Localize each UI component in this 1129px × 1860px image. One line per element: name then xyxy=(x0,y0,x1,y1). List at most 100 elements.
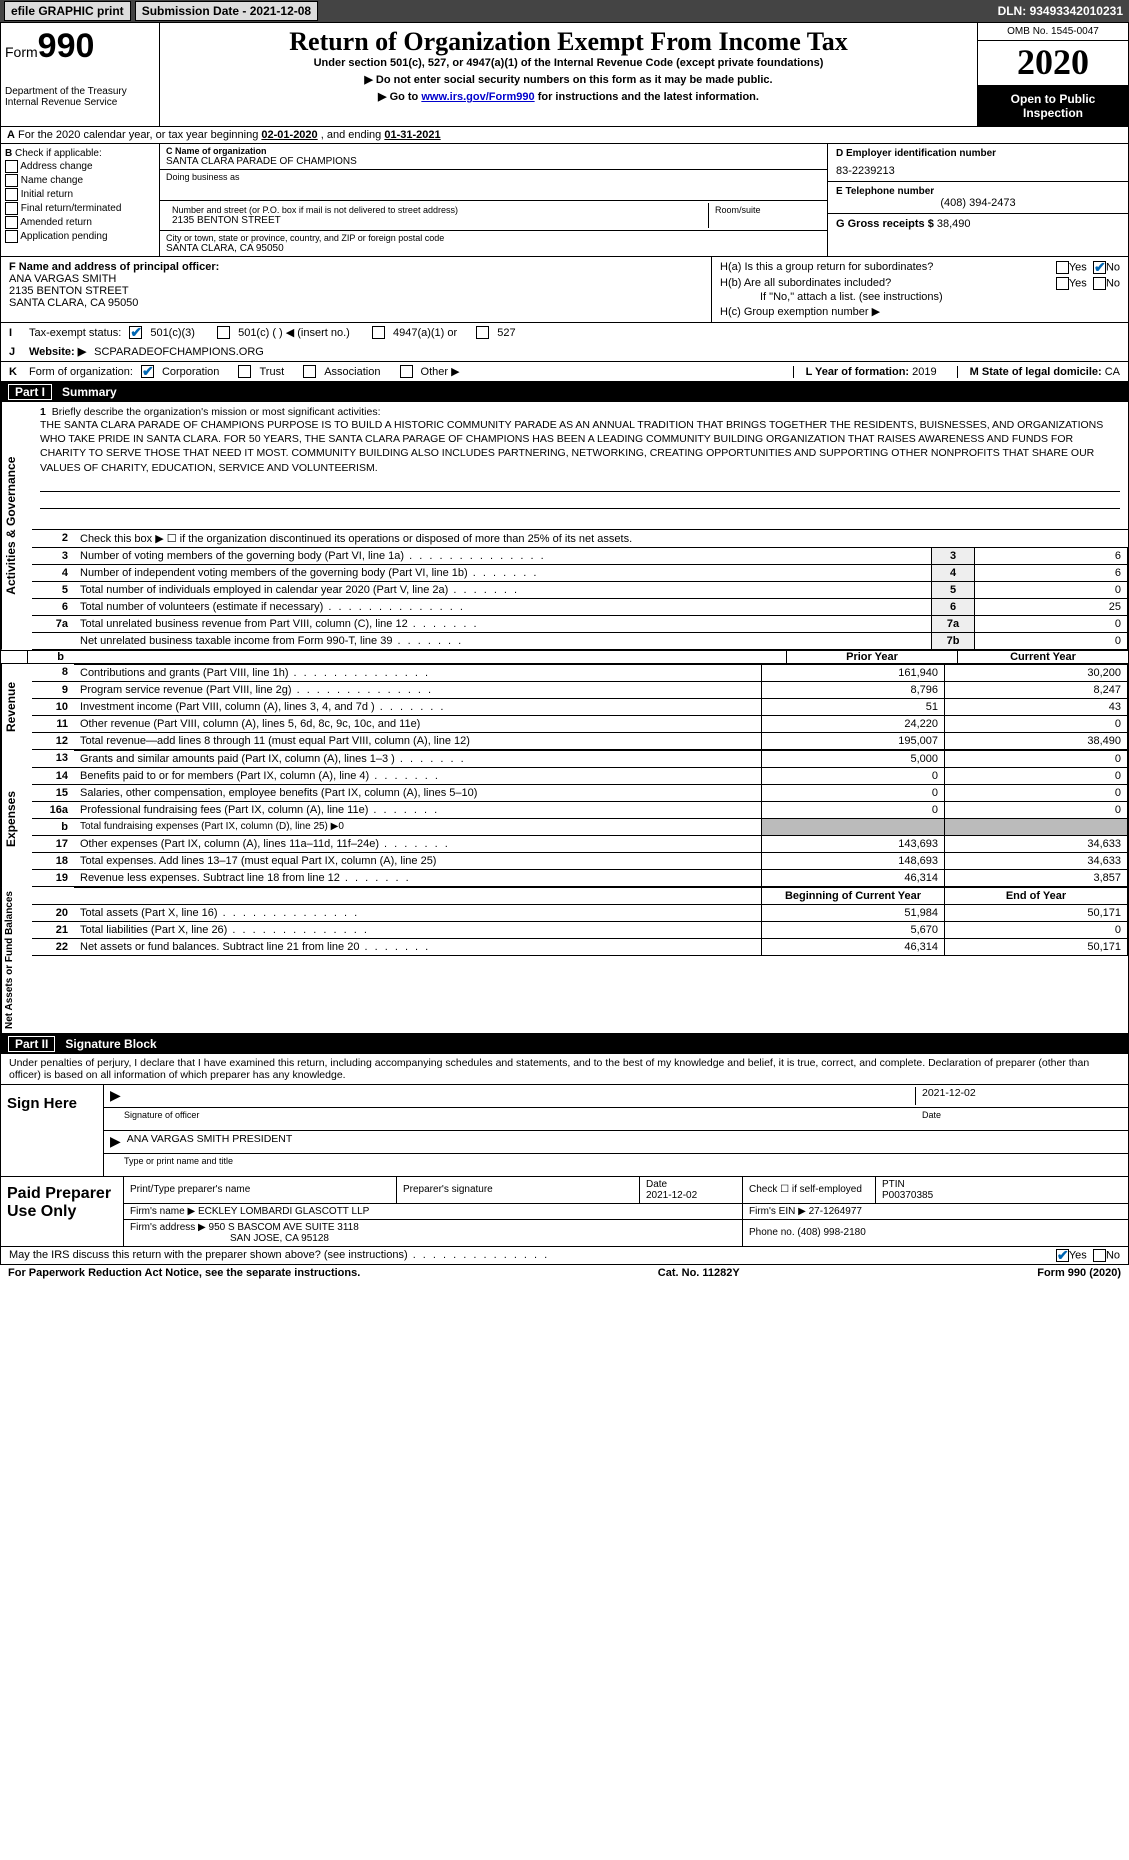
chk-527[interactable] xyxy=(476,326,489,339)
ha-no[interactable] xyxy=(1093,261,1106,274)
chk-4947[interactable] xyxy=(372,326,385,339)
form-header: Form990 Department of the Treasury Inter… xyxy=(0,22,1129,127)
chk-address-change[interactable]: Address change xyxy=(5,160,155,173)
table-row: 9Program service revenue (Part VIII, lin… xyxy=(32,681,1128,698)
form-page: Form 990 (2020) xyxy=(1037,1267,1121,1279)
mission-text: THE SANTA CLARA PARADE OF CHAMPIONS PURP… xyxy=(40,418,1120,475)
expenses-table: 13Grants and similar amounts paid (Part … xyxy=(32,750,1128,887)
part1-header: Part I Summary xyxy=(0,382,1129,402)
omb-number: OMB No. 1545-0047 xyxy=(978,23,1128,41)
treasury-label: Department of the Treasury Internal Reve… xyxy=(5,86,155,108)
table-row: 21Total liabilities (Part X, line 26)5,6… xyxy=(32,921,1128,938)
section-bcd: B Check if applicable: Address change Na… xyxy=(0,144,1129,257)
ein-value: 83-2239213 xyxy=(836,165,1120,177)
preparer-label: Paid Preparer Use Only xyxy=(1,1177,124,1246)
form-number: 990 xyxy=(38,27,95,65)
irs-link[interactable]: www.irs.gov/Form990 xyxy=(421,91,534,103)
org-name: SANTA CLARA PARADE OF CHAMPIONS xyxy=(166,156,821,167)
revenue-table: 8Contributions and grants (Part VIII, li… xyxy=(32,664,1128,750)
year-formation: 2019 xyxy=(912,366,936,378)
vlabel-net: Net Assets or Fund Balances xyxy=(1,887,32,1033)
table-row: 5Total number of individuals employed in… xyxy=(32,581,1128,598)
phone-value: (408) 394-2473 xyxy=(836,197,1120,209)
section-expenses: Expenses 13Grants and similar amounts pa… xyxy=(0,750,1129,887)
table-row: 7aTotal unrelated business revenue from … xyxy=(32,615,1128,632)
discuss-line: May the IRS discuss this return with the… xyxy=(0,1247,1129,1265)
chk-final-return[interactable]: Final return/terminated xyxy=(5,202,155,215)
top-bar: efile GRAPHIC print Submission Date - 20… xyxy=(0,0,1129,22)
table-row: 18Total expenses. Add lines 13–17 (must … xyxy=(32,852,1128,869)
perjury-text: Under penalties of perjury, I declare th… xyxy=(1,1054,1128,1085)
table-row: 17Other expenses (Part IX, column (A), l… xyxy=(32,835,1128,852)
chk-initial-return[interactable]: Initial return xyxy=(5,188,155,201)
prep-date: 2021-12-02 xyxy=(646,1190,697,1201)
col-b-checkboxes: B Check if applicable: Address change Na… xyxy=(1,144,160,256)
ssn-warning: ▶ Do not enter social security numbers o… xyxy=(164,73,973,86)
gross-receipts: 38,490 xyxy=(937,218,971,230)
submission-date-box: Submission Date - 2021-12-08 xyxy=(135,1,318,21)
table-row: 16aProfessional fundraising fees (Part I… xyxy=(32,801,1128,818)
table-row: 11Other revenue (Part VIII, column (A), … xyxy=(32,715,1128,732)
row-j-website: J Website: ▶ SCPARADEOFCHAMPIONS.ORG xyxy=(0,342,1129,362)
state-domicile: CA xyxy=(1105,366,1120,378)
form-year-block: OMB No. 1545-0047 2020 Open to Public In… xyxy=(977,23,1128,126)
firm-phone: (408) 998-2180 xyxy=(797,1227,865,1238)
sig-date: 2021-12-02 xyxy=(915,1087,1122,1105)
section-activities: Activities & Governance 1 Briefly descri… xyxy=(0,402,1129,651)
tax-year: 2020 xyxy=(978,41,1128,86)
section-net-assets: Net Assets or Fund Balances Beginning of… xyxy=(0,887,1129,1034)
chk-amended-return[interactable]: Amended return xyxy=(5,216,155,229)
table-row: 10Investment income (Part VIII, column (… xyxy=(32,698,1128,715)
form-label: Form xyxy=(5,44,38,60)
col-deg: D Employer identification number 83-2239… xyxy=(827,144,1128,256)
row-i-tax-status: I Tax-exempt status: 501(c)(3) 501(c) ( … xyxy=(0,323,1129,342)
vlabel-revenue: Revenue xyxy=(1,664,32,750)
chk-assoc[interactable] xyxy=(303,365,316,378)
firm-ein: 27-1264977 xyxy=(809,1206,862,1217)
firm-addr: 950 S BASCOM AVE SUITE 3118 xyxy=(209,1222,359,1233)
website-value: SCPARADEOFCHAMPIONS.ORG xyxy=(94,346,264,358)
chk-corp[interactable] xyxy=(141,365,154,378)
city-value: SANTA CLARA, CA 95050 xyxy=(166,243,821,254)
chk-501c3[interactable] xyxy=(129,326,142,339)
vlabel-activities: Activities & Governance xyxy=(1,402,32,650)
ptin-value: P00370385 xyxy=(882,1190,933,1201)
ha-yes[interactable] xyxy=(1056,261,1069,274)
chk-501c[interactable] xyxy=(217,326,230,339)
vlabel-expenses: Expenses xyxy=(1,750,32,887)
section-fh: F Name and address of principal officer:… xyxy=(0,257,1129,323)
row-klm: K Form of organization: Corporation Trus… xyxy=(0,362,1129,382)
chk-other[interactable] xyxy=(400,365,413,378)
dln-label: DLN: 93493342010231 xyxy=(998,4,1123,18)
open-inspection: Open to Public Inspection xyxy=(978,86,1128,126)
table-row: 3Number of voting members of the governi… xyxy=(32,547,1128,564)
form-subtitle: Under section 501(c), 527, or 4947(a)(1)… xyxy=(164,57,973,69)
efile-print-label: efile GRAPHIC print xyxy=(4,1,131,21)
table-row: 12Total revenue—add lines 8 through 11 (… xyxy=(32,732,1128,749)
table-row: bTotal fundraising expenses (Part IX, co… xyxy=(32,818,1128,835)
hb-no[interactable] xyxy=(1093,277,1106,290)
table-row: 6Total number of volunteers (estimate if… xyxy=(32,598,1128,615)
table-row: 8Contributions and grants (Part VIII, li… xyxy=(32,664,1128,681)
chk-application-pending[interactable]: Application pending xyxy=(5,230,155,243)
chk-name-change[interactable]: Name change xyxy=(5,174,155,187)
preparer-block: Paid Preparer Use Only Print/Type prepar… xyxy=(0,1177,1129,1247)
hb-yes[interactable] xyxy=(1056,277,1069,290)
form-title-block: Return of Organization Exempt From Incom… xyxy=(160,23,977,126)
section-revenue: Revenue 8Contributions and grants (Part … xyxy=(0,663,1129,750)
table-row: 14Benefits paid to or for members (Part … xyxy=(32,767,1128,784)
bottom-line: For Paperwork Reduction Act Notice, see … xyxy=(0,1265,1129,1281)
discuss-yes[interactable] xyxy=(1056,1249,1069,1262)
net-assets-table: Beginning of Current YearEnd of Year 20T… xyxy=(32,887,1128,956)
officer-name: ANA VARGAS SMITH xyxy=(9,273,116,285)
street-value: 2135 BENTON STREET xyxy=(172,215,702,226)
chk-trust[interactable] xyxy=(238,365,251,378)
row-a-tax-year: A For the 2020 calendar year, or tax yea… xyxy=(0,127,1129,144)
table-row: Net unrelated business taxable income fr… xyxy=(32,632,1128,649)
firm-name: ECKLEY LOMBARDI GLASCOTT LLP xyxy=(198,1206,369,1217)
sign-here-label: Sign Here xyxy=(1,1085,104,1176)
form-identity: Form990 Department of the Treasury Inter… xyxy=(1,23,160,126)
discuss-no[interactable] xyxy=(1093,1249,1106,1262)
table-row: 19Revenue less expenses. Subtract line 1… xyxy=(32,869,1128,886)
col-f-officer: F Name and address of principal officer:… xyxy=(1,257,711,322)
